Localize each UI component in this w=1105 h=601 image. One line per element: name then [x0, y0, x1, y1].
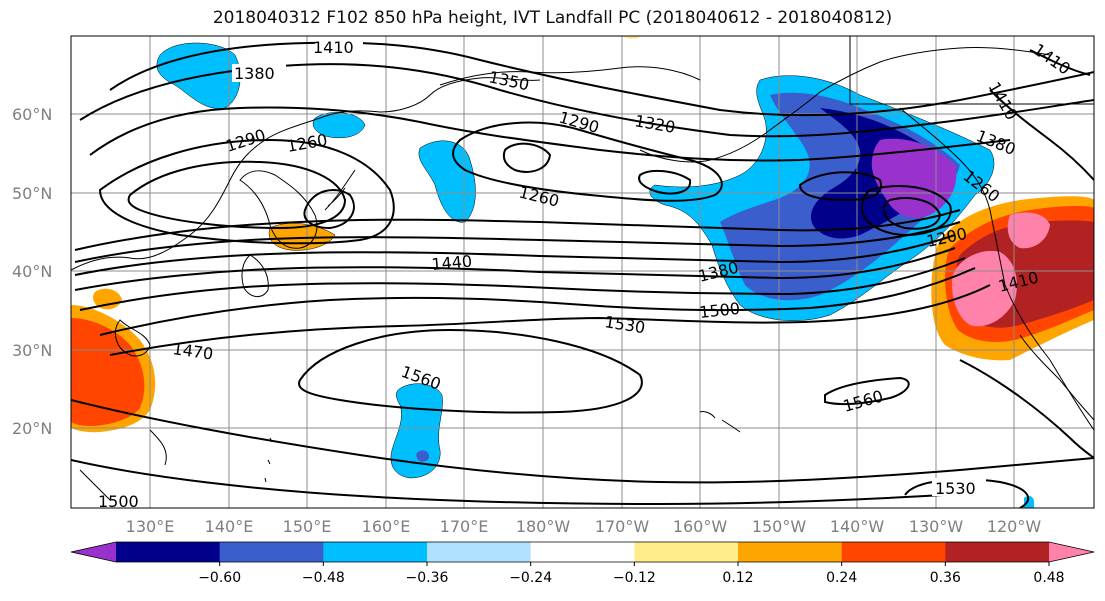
lon-label: 140°E — [205, 517, 254, 536]
colorbar-tick-label: −0.12 — [613, 570, 656, 586]
lon-label: 140°W — [830, 517, 885, 536]
lon-label: 170°W — [595, 517, 650, 536]
lon-label: 120°W — [987, 517, 1042, 536]
lat-label: 20°N — [12, 419, 52, 438]
lon-label: 170°E — [440, 517, 489, 536]
colorbar-tick-label: 0.12 — [722, 570, 753, 586]
contour-label: 1530 — [935, 479, 976, 498]
colorbar-segments — [70, 541, 1095, 563]
map-frame — [70, 35, 1095, 509]
lon-label: 130°E — [126, 517, 175, 536]
lat-label: 50°N — [12, 184, 52, 203]
colorbar-tick-label: 0.48 — [1033, 570, 1064, 586]
colorbar-outline — [70, 541, 1095, 563]
colorbar-segment — [427, 542, 532, 562]
colorbar-tick-label: −0.48 — [302, 570, 345, 586]
colorbar-segment — [530, 542, 635, 562]
lat-label: 60°N — [12, 105, 52, 124]
colorbar-segment — [945, 542, 1050, 562]
lat-label: 40°N — [12, 262, 52, 281]
colorbar-segment — [323, 542, 428, 562]
contour-label: 1500 — [698, 299, 740, 322]
map-title: 2018040312 F102 850 hPa height, IVT Land… — [212, 8, 893, 28]
contour-label: 1440 — [431, 252, 473, 274]
lon-label: 150°E — [283, 517, 332, 536]
ivt-shading — [71, 36, 1094, 508]
colorbar-segment — [634, 542, 739, 562]
colorbar-tick-label: 0.24 — [826, 570, 857, 586]
contour-label: 1500 — [98, 492, 139, 511]
colorbar-extend-high — [1049, 542, 1094, 562]
latitude-labels: 60°N 50°N 40°N 30°N 20°N — [12, 105, 52, 438]
lon-label: 180°W — [516, 517, 571, 536]
lon-label: 160°W — [673, 517, 728, 536]
lon-label: 150°W — [752, 517, 807, 536]
longitude-labels: 130°E 140°E 150°E 160°E 170°E 180°W 170°… — [126, 517, 1042, 536]
colorbar-segment — [219, 542, 324, 562]
colorbar-extend-low — [71, 542, 116, 562]
colorbar-segment — [841, 542, 946, 562]
colorbar-segment — [116, 542, 221, 562]
colorbar-tick-label: −0.60 — [198, 570, 241, 586]
lon-label: 130°W — [909, 517, 964, 536]
lon-label: 160°E — [362, 517, 411, 536]
contour-label: 1380 — [234, 64, 275, 83]
colorbar-tick-label: −0.36 — [406, 570, 449, 586]
colorbar-segment — [738, 542, 843, 562]
contour-label: 1410 — [313, 38, 354, 57]
lat-label: 30°N — [12, 341, 52, 360]
colorbar-ticks: −0.60 −0.48 −0.36 −0.24 −0.12 0.12 0.24 0.36 0.4… — [198, 562, 1065, 586]
height-contours — [71, 41, 1094, 508]
colorbar-tick-label: −0.24 — [509, 570, 552, 586]
colorbar-tick-label: 0.36 — [930, 570, 961, 586]
